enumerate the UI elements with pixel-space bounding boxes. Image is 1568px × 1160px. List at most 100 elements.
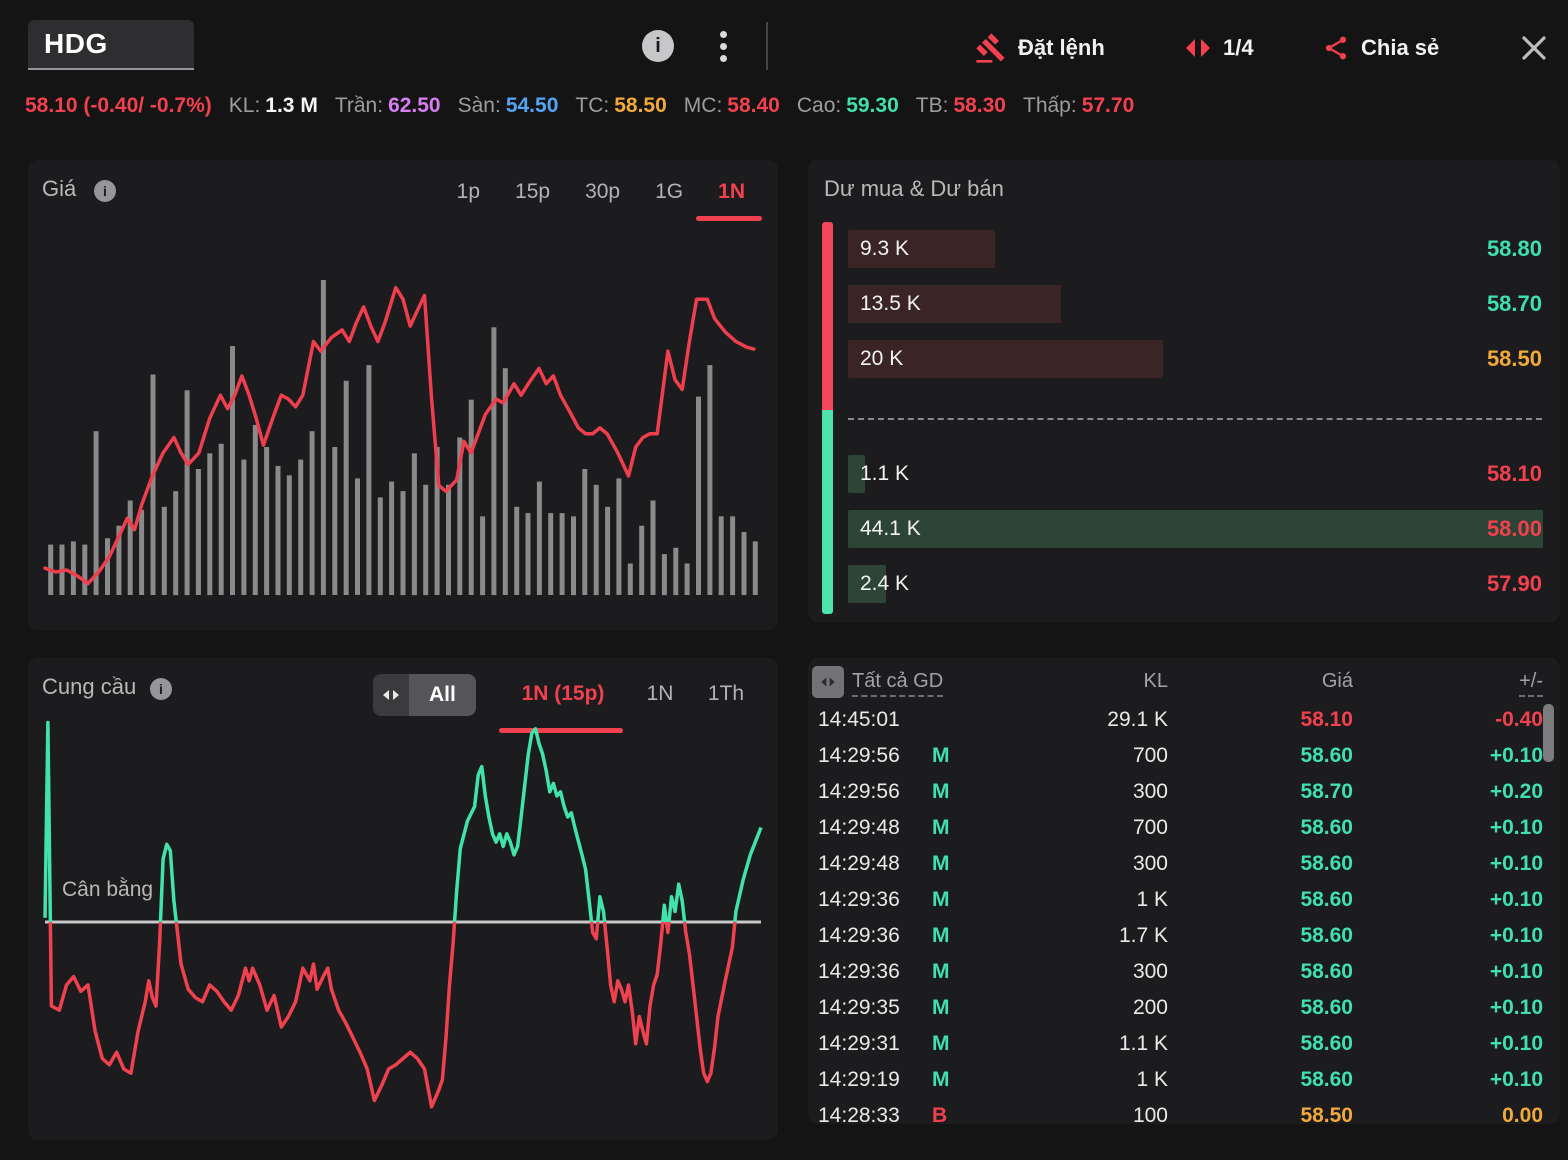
- trade-volume: 300: [1132, 852, 1168, 875]
- volume-bar: [848, 340, 1164, 378]
- divider: [766, 22, 768, 70]
- tab-15p[interactable]: 15p: [515, 180, 551, 203]
- supply-demand-panel: Cung cầu i All 1N (15p) 1N 1Th Cân bằng: [28, 658, 778, 1140]
- trade-price: 58.60: [1300, 744, 1353, 767]
- ask-row[interactable]: 20 K 58.50: [848, 340, 1543, 378]
- ask-row[interactable]: 13.5 K 58.70: [848, 285, 1543, 323]
- trade-change: +0.10: [1489, 1032, 1543, 1055]
- trade-change: +0.10: [1489, 852, 1543, 875]
- stat-value: 62.50: [388, 94, 441, 117]
- trade-row: 14:29:36 M 1.7 K 58.60 +0.10: [808, 918, 1560, 954]
- tab-1p[interactable]: 1p: [456, 180, 481, 203]
- scope-toggle-label: All: [409, 674, 476, 716]
- trade-side: M: [932, 1032, 950, 1055]
- place-order-label: Đặt lệnh: [1018, 35, 1105, 60]
- trade-volume: 200: [1132, 996, 1168, 1019]
- trade-volume: 1.1 K: [1118, 1032, 1168, 1055]
- trade-price: 58.60: [1300, 996, 1353, 1019]
- scope-toggle[interactable]: All: [373, 674, 476, 716]
- info-button[interactable]: i: [642, 30, 674, 62]
- trade-time: 14:45:01: [818, 708, 900, 731]
- trade-time: 14:29:56: [818, 744, 900, 767]
- gavel-icon: [976, 33, 1005, 63]
- stat-label: TC:: [575, 94, 610, 117]
- trade-time: 14:29:56: [818, 780, 900, 803]
- bid-row[interactable]: 44.1 K 58.00: [848, 510, 1543, 548]
- trade-time: 14:29:36: [818, 960, 900, 983]
- trade-row: 14:29:36 M 300 58.60 +0.10: [808, 954, 1560, 990]
- scrollbar-thumb[interactable]: [1543, 704, 1554, 762]
- symbol-text: HDG: [44, 28, 108, 59]
- trade-change: +0.10: [1489, 996, 1543, 1019]
- supply-panel-title: Cung cầu: [42, 674, 137, 699]
- prev-next-icon: [1186, 39, 1210, 57]
- close-button[interactable]: [1516, 30, 1552, 66]
- trade-side: M: [932, 744, 950, 767]
- tab-1th[interactable]: 1Th: [707, 682, 745, 705]
- tab-30p[interactable]: 30p: [585, 180, 621, 203]
- trade-history-panel: Tất cả GD KL Giá +/- 14:45:01 29.1 K 58.10…: [808, 658, 1560, 1124]
- stat-value: 57.70: [1081, 94, 1135, 117]
- trade-side: B: [932, 1104, 948, 1124]
- stat-value: 58.30: [953, 94, 1006, 117]
- orderbook-title: Dư mua & Dư bán: [824, 176, 1004, 201]
- symbol-input[interactable]: HDG: [28, 20, 194, 70]
- active-tab-underline: [499, 728, 623, 733]
- prev-next-icon: [821, 677, 835, 687]
- stat-value: 58.10 (-0.40/ -0.7%): [25, 94, 212, 117]
- trade-volume: 300: [1132, 780, 1168, 803]
- col-header-all-trades[interactable]: Tất cả GD: [852, 670, 944, 697]
- share-icon: [1325, 36, 1347, 60]
- stat-label: Sàn:: [457, 94, 501, 117]
- collapse-toggle-button[interactable]: [812, 666, 844, 698]
- trade-price: 58.50: [1300, 1104, 1353, 1124]
- col-header-change[interactable]: +/-: [1519, 670, 1543, 697]
- stat-item: Thấp: 57.70: [1023, 94, 1134, 118]
- stat-item: KL: 1.3 M: [229, 94, 318, 118]
- trade-change: +0.10: [1489, 888, 1543, 911]
- trade-price: 58.60: [1300, 888, 1353, 911]
- trade-change: 0.00: [1502, 1104, 1543, 1124]
- page-indicator[interactable]: 1/4: [1184, 28, 1254, 68]
- volume-label: 1.1 K: [860, 462, 910, 485]
- tab-1g[interactable]: 1G: [655, 180, 684, 203]
- share-label: Chia sẻ: [1361, 35, 1440, 60]
- trade-price: 58.10: [1300, 708, 1353, 731]
- bid-row[interactable]: 2.4 K 57.90: [848, 565, 1543, 603]
- trade-price: 58.60: [1300, 852, 1353, 875]
- trade-volume: 700: [1132, 816, 1168, 839]
- trade-change: -0.40: [1495, 708, 1543, 731]
- trade-time: 14:29:36: [818, 888, 900, 911]
- kebab-icon: [719, 30, 727, 38]
- info-icon[interactable]: i: [150, 678, 172, 700]
- supply-demand-chart[interactable]: [28, 658, 778, 1140]
- trade-time: 14:29:31: [818, 1032, 900, 1055]
- stat-value: 1.3 M: [265, 94, 318, 117]
- stat-item: Cao: 59.30: [797, 94, 899, 118]
- price-panel: Giá i 1p 15p 30p 1G 1N: [28, 160, 778, 630]
- trade-row: 14:45:01 29.1 K 58.10 -0.40: [808, 702, 1560, 738]
- info-icon[interactable]: i: [94, 180, 116, 202]
- trade-time: 14:29:19: [818, 1068, 900, 1091]
- stat-label: TB:: [915, 94, 949, 117]
- stat-value: 59.30: [846, 94, 899, 117]
- trade-side: M: [932, 996, 950, 1019]
- place-order-button[interactable]: Đặt lệnh: [975, 28, 1105, 68]
- tab-1n[interactable]: 1N: [646, 682, 674, 705]
- tab-1n-15p-active[interactable]: 1N (15p): [521, 682, 605, 705]
- price-panel-title: Giá: [42, 176, 77, 201]
- buy-pressure-strip: [822, 410, 833, 614]
- trade-volume: 300: [1132, 960, 1168, 983]
- tab-1n-active[interactable]: 1N: [718, 180, 745, 203]
- share-button[interactable]: Chia sẻ: [1322, 28, 1439, 68]
- price-chart[interactable]: [28, 160, 778, 630]
- price-label: 57.90: [1486, 571, 1542, 596]
- bid-row[interactable]: 1.1 K 58.10: [848, 455, 1543, 493]
- trade-volume: 1 K: [1136, 1068, 1168, 1091]
- stat-item: Sàn: 54.50: [458, 94, 559, 118]
- trade-row: 14:29:48 M 700 58.60 +0.10: [808, 810, 1560, 846]
- ask-row[interactable]: 9.3 K 58.80: [848, 230, 1543, 268]
- more-options-button[interactable]: [708, 30, 738, 62]
- balance-label: Cân bằng: [62, 878, 154, 901]
- stat-label: Cao:: [796, 94, 842, 117]
